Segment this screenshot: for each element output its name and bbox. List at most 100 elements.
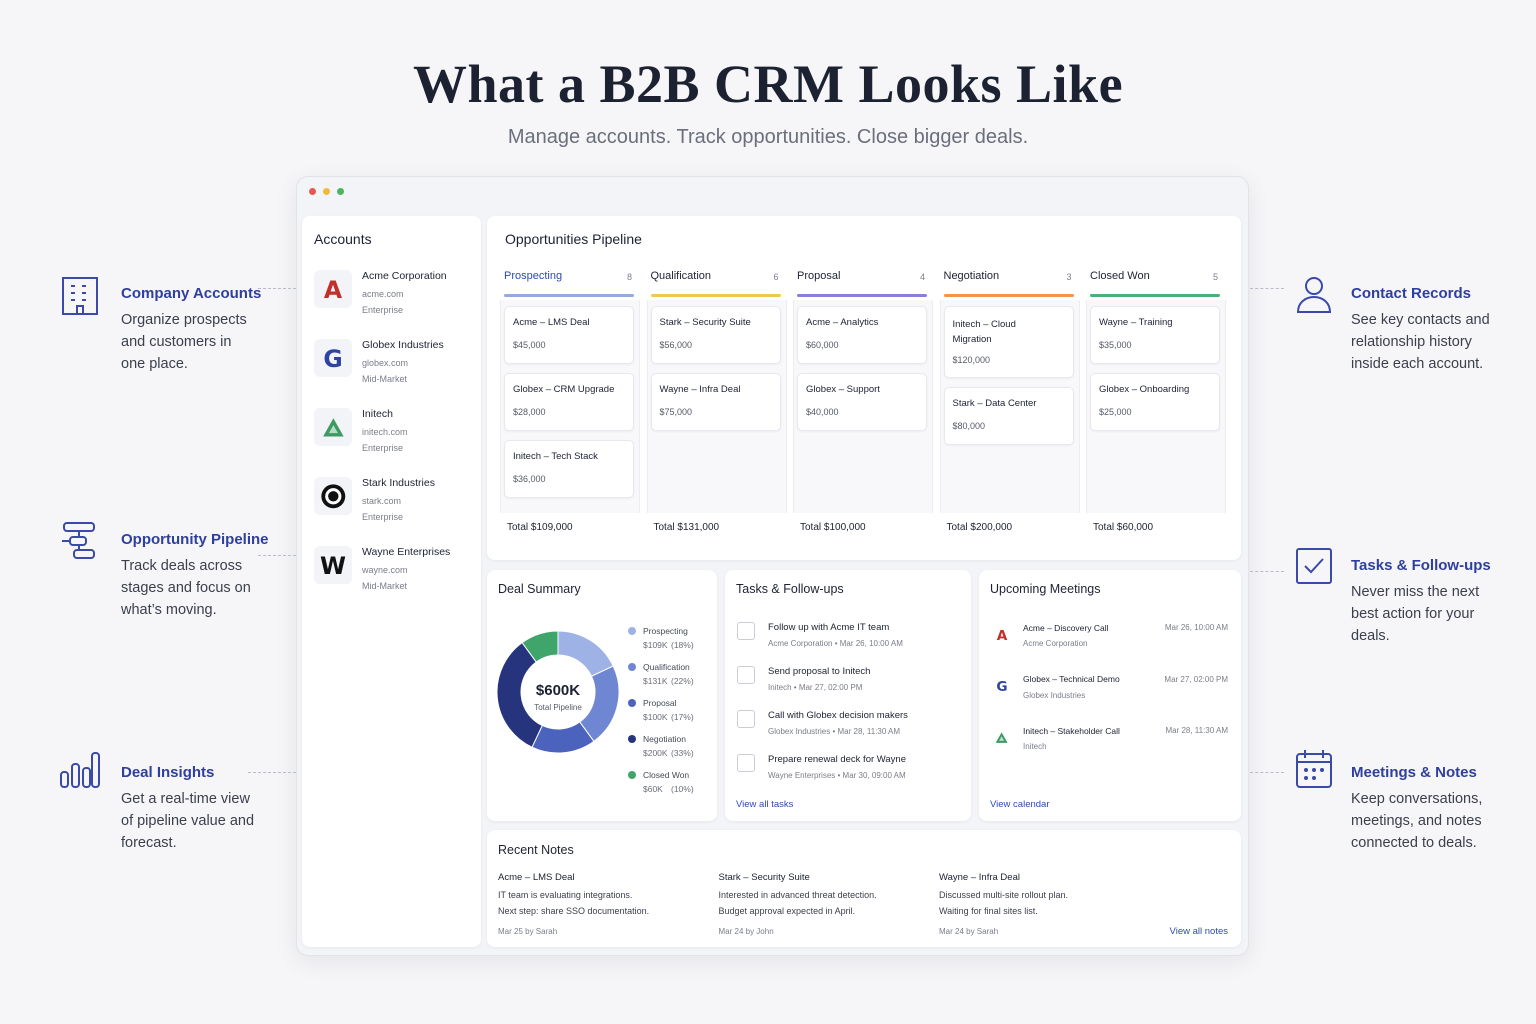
feature-text: connected to deals. (1351, 835, 1477, 852)
logo-box (314, 270, 352, 308)
donut-center-label: Total Pipeline (534, 703, 582, 713)
account-domain: wayne.com (362, 564, 408, 575)
panel-title: Tasks & Follow-ups (736, 581, 844, 596)
logo: W (320, 551, 346, 580)
window-dot-red (309, 188, 316, 195)
legend-amount: $109K (643, 639, 668, 650)
deal-name: Acme – Analytics (806, 317, 879, 329)
note-line: Interested in advanced threat detection. (718, 889, 877, 900)
legend-dot (628, 627, 636, 635)
deal-card[interactable] (504, 306, 634, 364)
meeting-title: Acme – Discovery Call (1023, 622, 1109, 633)
legend-dot (628, 699, 636, 707)
stage-bar (797, 294, 927, 297)
logo: A (323, 275, 343, 304)
link[interactable]: View calendar (990, 799, 1050, 811)
deal-amount: $25,000 (1099, 406, 1132, 417)
deal-card[interactable] (943, 306, 1074, 378)
deal-name: Globex – Onboarding (1099, 384, 1190, 396)
account-segment: Enterprise (362, 304, 404, 315)
panel-title: Upcoming Meetings (990, 581, 1101, 596)
task-meta: Globex Industries • Mar 28, 11:30 AM (768, 727, 901, 737)
deal-card[interactable] (797, 306, 927, 364)
deal-name: Stark – Data Center (952, 398, 1037, 410)
stage-name: Qualification (650, 270, 712, 283)
legend-amount: $60K (643, 783, 663, 794)
feature-text: best action for your (1351, 606, 1475, 623)
window-dot-green (337, 188, 344, 195)
feature-text: meetings, and notes (1351, 813, 1482, 830)
note-meta: Mar 24 by Sarah (939, 927, 999, 937)
note-line: Next step: share SSO documentation. (498, 905, 650, 916)
deal-amount: $36,000 (513, 473, 546, 484)
deal-card[interactable] (797, 373, 927, 431)
meeting-org: Initech (1023, 742, 1047, 752)
deal-card[interactable] (1090, 373, 1220, 431)
logo-stark (321, 484, 345, 508)
deal-amount: $120,000 (952, 354, 991, 365)
feature-text: Track deals across (121, 558, 243, 575)
stage-name: Closed Won (1090, 270, 1150, 283)
panel-title: Opportunities Pipeline (505, 230, 642, 247)
stage-total: Total $109,000 (507, 522, 573, 533)
legend-dot (628, 771, 636, 779)
donut-center-value: $600K (535, 682, 581, 699)
account-segment: Mid-Market (362, 373, 408, 384)
account-segment: Mid-Market (362, 580, 408, 591)
stage-bar (943, 294, 1074, 297)
deal-name: Initech – Tech Stack (513, 451, 598, 463)
meeting-time: Mar 28, 11:30 AM (1165, 726, 1228, 736)
icon-task (1296, 548, 1332, 584)
legend-name: Proposal (643, 697, 677, 708)
legend-amount: $100K (643, 711, 668, 722)
legend-percent: (22%) (671, 675, 694, 686)
meetings-panel (979, 570, 1241, 821)
note-line: IT team is evaluating integrations. (498, 889, 633, 900)
stage-bar (504, 294, 634, 297)
logo-initech (996, 732, 1008, 744)
logo: G (323, 344, 343, 373)
feature-title: Company Accounts (121, 285, 262, 302)
stage-count: 3 (1066, 271, 1072, 282)
feature-title: Tasks & Follow-ups (1351, 557, 1491, 574)
feature-text: of pipeline value and (121, 813, 255, 830)
deal-card[interactable] (943, 387, 1074, 445)
deal-amount: $56,000 (659, 339, 693, 350)
deal-card[interactable] (504, 373, 634, 431)
stage-total: Total $200,000 (946, 522, 1013, 533)
deal-card[interactable] (504, 440, 634, 498)
logo-box (314, 339, 352, 377)
deal-card[interactable] (650, 373, 781, 431)
link[interactable]: View all notes (1169, 926, 1228, 938)
note-title: Wayne – Infra Deal (939, 872, 1020, 884)
feature-text: Never miss the next (1351, 584, 1480, 601)
link[interactable]: View all tasks (736, 799, 794, 811)
task-checkbox[interactable] (737, 710, 755, 728)
stage-total: Total $60,000 (1093, 522, 1154, 533)
deal-name: Globex – Support (806, 384, 880, 396)
note-meta: Mar 24 by John (718, 927, 774, 937)
task-checkbox[interactable] (737, 622, 755, 640)
account-name: Globex Industries (362, 338, 444, 351)
feature-text: relationship history (1351, 334, 1472, 351)
icon-bar-chart (60, 752, 100, 788)
account-segment: Enterprise (362, 442, 404, 453)
meeting-org: Acme Corporation (1023, 639, 1088, 649)
stage-count: 5 (1212, 271, 1218, 282)
legend-name: Closed Won (643, 769, 690, 780)
task-title: Follow up with Acme IT team (768, 622, 890, 634)
connector (1250, 772, 1284, 773)
deal-amount: $45,000 (513, 339, 546, 350)
connector (248, 772, 296, 773)
task-checkbox[interactable] (737, 754, 755, 772)
page-title: What a B2B CRM Looks Like (412, 54, 1124, 114)
deal-card[interactable] (650, 306, 781, 364)
task-checkbox[interactable] (737, 666, 755, 684)
stage-count: 4 (919, 271, 925, 282)
account-name: Stark Industries (362, 476, 435, 489)
legend-name: Prospecting (643, 625, 688, 636)
legend-percent: (18%) (671, 639, 694, 650)
stage-name: Negotiation (943, 270, 1000, 283)
deal-card[interactable] (1090, 306, 1220, 364)
